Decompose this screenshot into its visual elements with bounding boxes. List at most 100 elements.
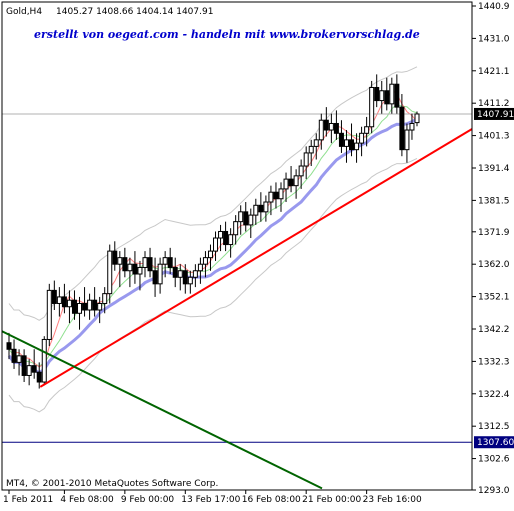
chart-symbol: Gold,H4 <box>6 7 42 17</box>
horizontal-level-label: 1307.60 <box>477 438 514 448</box>
candle-body <box>21 355 27 376</box>
candle-body <box>263 201 269 213</box>
candle-body <box>127 263 133 272</box>
candle <box>167 247 173 275</box>
candle <box>202 251 208 278</box>
y-axis: 1440.9 1431.0 1421.1 1411.2 1401.3 1391.4 1381… <box>472 2 514 496</box>
y-tick-label: 1312.5 <box>478 422 510 432</box>
plot-area[interactable] <box>1 66 473 490</box>
candle-body <box>283 178 289 190</box>
candle-body <box>97 302 103 311</box>
candle <box>102 287 108 314</box>
y-tick-label: 1352.1 <box>478 293 510 303</box>
candle-body <box>87 299 93 311</box>
candle <box>16 349 22 376</box>
candle-body <box>152 270 158 285</box>
candle-body <box>343 139 349 147</box>
candle-body <box>112 250 118 265</box>
candle-body <box>207 250 213 259</box>
mid-moving-average-line <box>8 103 418 367</box>
y-tick-label: 1371.9 <box>478 228 510 238</box>
candle-body <box>238 211 244 223</box>
candle-body <box>338 132 344 147</box>
candle-body <box>399 106 405 151</box>
candle-body <box>202 257 208 265</box>
candle-body <box>192 270 198 278</box>
candle <box>349 123 355 157</box>
downtrend-line <box>1 330 323 490</box>
slow-moving-average-line <box>7 117 418 375</box>
candle <box>253 198 259 225</box>
candle <box>409 113 415 140</box>
candle-body <box>132 263 138 275</box>
candle <box>213 231 219 261</box>
candle <box>379 80 385 114</box>
candle-body <box>384 90 390 105</box>
candle <box>399 94 405 157</box>
candle-body <box>303 152 309 167</box>
candle-body <box>273 191 279 200</box>
x-tick-label: 21 Feb 00:00 <box>302 495 361 505</box>
y-tick-label: 1322.4 <box>478 390 510 400</box>
candle <box>278 182 284 212</box>
candle <box>177 264 183 291</box>
watermark-text: erstellt von oegeat.com - handeln mit ww… <box>34 28 420 41</box>
candle-body <box>71 299 77 314</box>
candle <box>328 113 334 144</box>
candle-body <box>122 257 128 272</box>
candle <box>359 126 365 157</box>
candle <box>394 74 400 114</box>
candle-body <box>177 270 183 278</box>
candle <box>343 130 349 163</box>
current-price-label-box <box>474 107 514 120</box>
candle-body <box>82 302 88 311</box>
candle-body <box>258 204 264 213</box>
candle <box>248 208 254 239</box>
candle-body <box>369 86 375 128</box>
candle-body <box>414 113 420 124</box>
candle <box>243 202 249 232</box>
candle-body <box>359 132 365 144</box>
candle-body <box>293 175 299 187</box>
support-trend-line <box>39 128 473 388</box>
candle <box>66 290 72 324</box>
candle-body <box>66 299 72 308</box>
candle <box>207 244 213 271</box>
candle-body <box>142 257 148 268</box>
candle-body <box>248 214 254 226</box>
candle-body <box>389 83 395 105</box>
candle <box>46 283 52 347</box>
candle <box>36 362 42 389</box>
candle-body <box>61 296 67 308</box>
candle <box>56 287 62 317</box>
candle-body <box>349 139 355 151</box>
y-tick-label: 1391.4 <box>478 164 510 174</box>
candle <box>51 280 57 311</box>
candle <box>41 336 47 386</box>
candle <box>268 185 274 216</box>
candle <box>182 264 188 294</box>
candle-body <box>278 188 284 200</box>
candle <box>87 293 93 320</box>
candle-body <box>172 266 178 278</box>
candle <box>187 270 193 294</box>
candle <box>152 257 158 297</box>
candle-body <box>298 165 304 177</box>
candle <box>389 77 395 114</box>
candle-body <box>233 221 239 236</box>
candle-body <box>107 250 113 295</box>
candle <box>218 224 224 252</box>
candle <box>71 290 77 320</box>
candle <box>6 332 12 360</box>
candle-body <box>374 86 380 102</box>
candle <box>26 359 32 386</box>
candle <box>97 296 103 324</box>
y-tick-label: 1362.0 <box>478 260 510 270</box>
candle <box>273 182 279 209</box>
candle-body <box>137 266 143 275</box>
candle-body <box>404 129 410 151</box>
x-tick-label: 13 Feb 17:00 <box>181 495 240 505</box>
candle <box>192 264 198 288</box>
candle <box>354 133 360 163</box>
